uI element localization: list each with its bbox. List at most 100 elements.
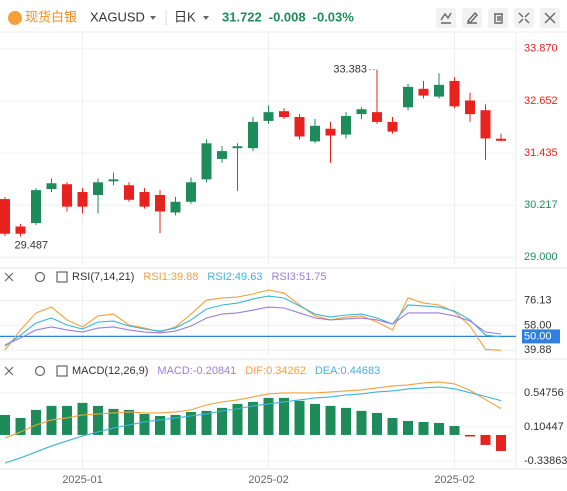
- x-tick-label: 2025-02: [434, 474, 474, 486]
- candle-body: [201, 143, 212, 180]
- indicator-title: MACD(12,26,9): [72, 365, 148, 377]
- indicator-icon[interactable]: [56, 365, 68, 377]
- macd-bar: [449, 425, 460, 435]
- macd-bar: [279, 397, 289, 435]
- candle-body: [186, 182, 196, 202]
- macd-bar: [496, 434, 506, 451]
- y-tick-highlight: [522, 329, 560, 344]
- settings-icon[interactable]: [34, 271, 46, 283]
- y-tick-label: 76.13: [524, 294, 552, 306]
- macd-bar: [418, 421, 429, 435]
- logo-text: 现货白银: [25, 9, 77, 24]
- toolbar: [436, 8, 560, 28]
- candle-body: [139, 192, 150, 207]
- period-dropdown[interactable]: [203, 16, 209, 20]
- candle-body: [356, 109, 367, 115]
- symbol-dropdown[interactable]: [150, 16, 156, 20]
- high-label: 33.383: [333, 64, 367, 76]
- macd-bar: [434, 422, 444, 435]
- tool-button[interactable]: [514, 8, 534, 28]
- period[interactable]: 日K: [174, 9, 196, 24]
- legend-label: RSI2:49.63: [207, 271, 262, 283]
- legend-label: RSI1:39.88: [143, 271, 198, 283]
- y-tick-label: 31.435: [524, 147, 558, 159]
- macd-bar: [465, 434, 475, 437]
- settings-icon[interactable]: [34, 365, 46, 377]
- x-tick-label: 2025-02: [248, 474, 288, 486]
- candle-body: [496, 138, 506, 141]
- macd-bar: [139, 413, 150, 435]
- macd-bar: [217, 407, 227, 435]
- macd-bar: [310, 403, 320, 435]
- y-tick-label: 30.217: [524, 199, 558, 211]
- y-tick-label: 0.54756: [524, 387, 564, 399]
- tool-icon: [494, 13, 503, 24]
- candle-body: [341, 116, 351, 135]
- candle-body: [465, 100, 475, 115]
- macd-bar: [387, 417, 398, 435]
- candle-body: [46, 183, 57, 190]
- macd-bar: [108, 408, 119, 435]
- candle-body: [93, 182, 103, 195]
- price-change-pct: -0.03%: [313, 9, 355, 24]
- tool-icon: [440, 12, 452, 24]
- indicator-title: RSI(7,14,21): [72, 271, 134, 283]
- tool-button[interactable]: [436, 8, 456, 28]
- macd-bar: [263, 397, 274, 435]
- macd-bar: [155, 415, 165, 435]
- x-tick-label: 2025-01: [62, 474, 102, 486]
- candle-body: [62, 184, 72, 207]
- macd-bar: [294, 400, 305, 435]
- candle-body: [155, 194, 165, 212]
- rsi-controls: [4, 271, 68, 283]
- candle-body: [310, 125, 320, 142]
- macd-bar: [201, 410, 212, 435]
- candle-body: [387, 121, 398, 132]
- macd-bar: [77, 402, 88, 435]
- indicator-line: [4, 381, 502, 439]
- y-tick-label: 39.88: [524, 344, 552, 356]
- candle-body: [31, 190, 41, 224]
- low-label: 29.487: [15, 239, 49, 251]
- candle-body: [217, 151, 227, 159]
- candle-body: [232, 146, 243, 149]
- indicator-line: [4, 306, 502, 346]
- y-tick-label: -0.33863: [524, 455, 567, 467]
- candle-body: [124, 185, 134, 200]
- candle-body: [434, 84, 444, 97]
- macd-bar: [62, 405, 72, 435]
- candle-body: [418, 88, 429, 96]
- candle-body: [15, 226, 26, 234]
- macd-bar: [325, 405, 336, 435]
- macd-bar: [248, 401, 258, 435]
- candle-body: [263, 112, 274, 121]
- logo-icon: [8, 11, 22, 25]
- candle-body: [108, 179, 119, 182]
- macd-bar: [0, 414, 10, 435]
- macd-bar: [480, 434, 491, 445]
- y-tick-label: 0.10447: [524, 421, 564, 433]
- candle-body: [449, 80, 460, 107]
- tool-button[interactable]: [462, 8, 482, 28]
- macd-bar: [15, 417, 26, 435]
- candle-body: [248, 121, 258, 149]
- macd-bar: [356, 410, 367, 435]
- symbol[interactable]: XAGUSD: [90, 9, 145, 24]
- legend-label: RSI3:51.75: [271, 271, 326, 283]
- y-tick-label: 58.00: [524, 319, 552, 331]
- indicator-icon[interactable]: [56, 271, 68, 283]
- candle-body: [0, 199, 10, 234]
- macd-bar: [232, 403, 243, 435]
- macd-bar: [186, 411, 196, 435]
- candle-body: [372, 112, 382, 122]
- close-icon[interactable]: [4, 366, 14, 376]
- close-icon[interactable]: [4, 272, 14, 282]
- tool-icon: [544, 12, 556, 24]
- y-tick-label: 32.652: [524, 95, 558, 107]
- candle-body: [77, 192, 88, 207]
- macd-bar: [403, 420, 413, 435]
- indicator-line: [4, 386, 502, 464]
- y-tick-label: 33.870: [524, 43, 558, 55]
- candle-body: [325, 128, 336, 136]
